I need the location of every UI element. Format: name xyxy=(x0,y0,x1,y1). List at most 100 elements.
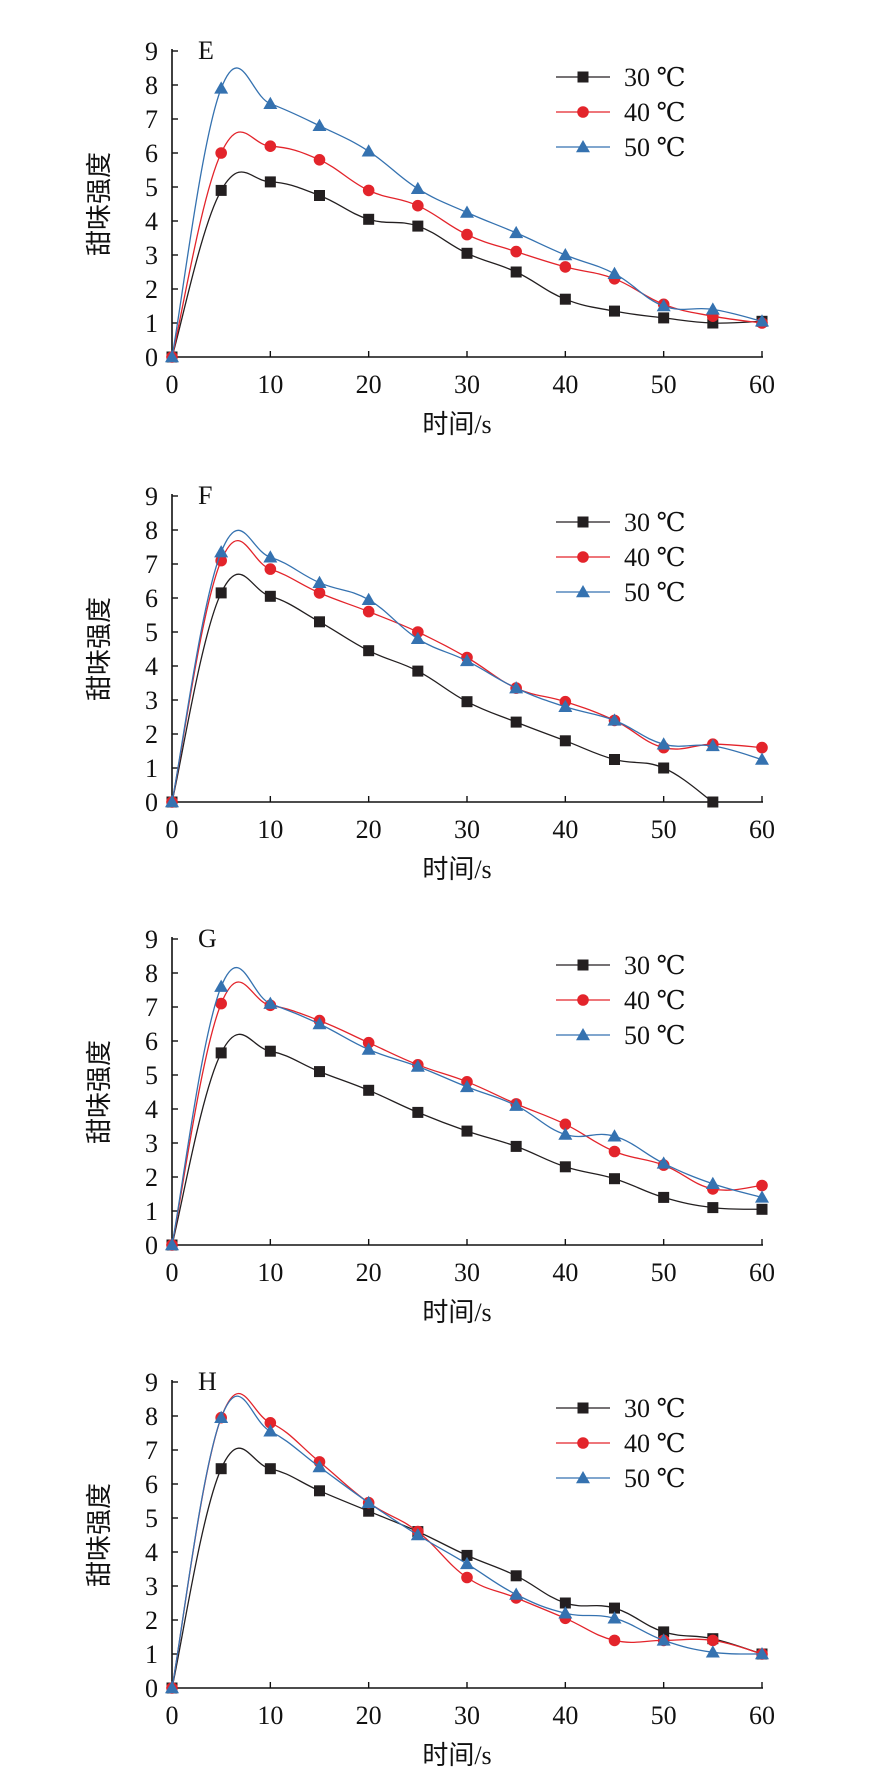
x-tick-label: 10 xyxy=(257,370,283,399)
data-point xyxy=(755,1190,769,1203)
data-point xyxy=(214,81,229,94)
series-3 xyxy=(165,967,769,1251)
legend-marker xyxy=(576,1028,590,1041)
data-point xyxy=(214,1410,229,1423)
data-point xyxy=(609,305,620,317)
data-point xyxy=(558,1606,573,1619)
data-point xyxy=(607,266,622,279)
data-point xyxy=(609,1602,620,1614)
data-point xyxy=(460,205,474,218)
x-tick-label: 0 xyxy=(166,815,179,844)
data-point xyxy=(558,1127,573,1140)
data-point xyxy=(461,1125,473,1137)
data-point xyxy=(756,1179,768,1192)
y-tick-label: 7 xyxy=(145,550,158,579)
data-point xyxy=(410,1528,425,1541)
x-tick-label: 40 xyxy=(552,1701,578,1730)
data-point xyxy=(264,1045,276,1057)
data-point xyxy=(312,118,327,132)
y-tick-label: 3 xyxy=(145,1129,158,1158)
data-point xyxy=(756,741,768,754)
x-tick-label: 40 xyxy=(552,815,578,844)
data-point xyxy=(707,796,719,808)
data-point xyxy=(559,1118,572,1131)
legend: 30 ℃ 40 ℃ 50 ℃ xyxy=(556,1394,686,1493)
data-point xyxy=(607,1129,622,1142)
x-tick-label: 30 xyxy=(454,370,480,399)
data-point xyxy=(215,997,227,1010)
legend: 30 ℃ 40 ℃ 50 ℃ xyxy=(556,951,686,1050)
data-point xyxy=(264,1463,276,1475)
data-point xyxy=(215,147,227,159)
data-point xyxy=(313,154,326,166)
y-tick-label: 2 xyxy=(145,1163,158,1192)
data-point xyxy=(510,1140,522,1152)
data-point xyxy=(608,1634,621,1647)
x-tick-label: 50 xyxy=(651,370,677,399)
y-tick-label: 9 xyxy=(145,925,158,954)
legend-marker xyxy=(577,106,589,118)
x-tick-label: 20 xyxy=(356,370,382,399)
data-point xyxy=(215,587,227,599)
legend-marker xyxy=(577,1402,589,1414)
legend-marker xyxy=(576,585,590,598)
data-point xyxy=(215,1463,227,1475)
data-point xyxy=(707,317,719,329)
x-axis-title: 时间/s xyxy=(422,1741,491,1770)
data-point xyxy=(460,1556,474,1570)
x-tick-label: 20 xyxy=(356,1701,382,1730)
x-tick-label: 10 xyxy=(257,815,283,844)
y-tick-label: 4 xyxy=(145,207,158,236)
series-1 xyxy=(166,573,719,808)
data-point xyxy=(705,1645,720,1658)
data-point xyxy=(607,1611,622,1624)
y-tick-label: 3 xyxy=(145,1572,158,1601)
y-tick-label: 1 xyxy=(145,754,158,783)
data-point xyxy=(362,605,375,618)
y-tick-label: 5 xyxy=(145,173,158,202)
data-point xyxy=(410,631,425,645)
data-point xyxy=(658,1626,670,1638)
series-line xyxy=(171,967,763,1246)
x-tick-label: 50 xyxy=(651,1701,677,1730)
data-point xyxy=(608,1145,621,1158)
legend-label: 30 ℃ xyxy=(624,508,686,537)
y-tick-label: 7 xyxy=(145,105,158,134)
data-point xyxy=(165,1681,179,1694)
data-point xyxy=(559,1597,571,1609)
y-tick-label: 6 xyxy=(145,1470,158,1499)
y-tick-label: 5 xyxy=(145,1061,158,1090)
data-point xyxy=(264,176,276,188)
legend-marker xyxy=(577,994,589,1006)
data-point xyxy=(559,293,571,305)
chart-panel-f: 0 1 2 3 4 5 6 7 8 9 0 10 20 30 40 50 60 时间/s 甜味强度 F 30 ℃ 40 ℃… xyxy=(85,481,775,884)
y-tick-label: 5 xyxy=(145,1504,158,1533)
y-tick-label: 8 xyxy=(145,959,158,988)
legend-label: 40 ℃ xyxy=(624,1429,686,1458)
legend: 30 ℃ 40 ℃ 50 ℃ xyxy=(556,63,686,162)
y-tick-label: 8 xyxy=(145,71,158,100)
data-point xyxy=(264,140,277,152)
data-point xyxy=(165,350,179,363)
y-tick-label: 9 xyxy=(145,1368,158,1397)
data-point xyxy=(558,699,573,713)
data-point xyxy=(165,1238,179,1251)
data-point xyxy=(656,737,671,750)
y-tick-label: 5 xyxy=(145,618,158,647)
legend-marker xyxy=(577,959,589,971)
y-tick-label: 0 xyxy=(145,788,158,817)
data-point xyxy=(314,1485,325,1497)
x-tick-label: 30 xyxy=(454,1701,480,1730)
data-point xyxy=(460,1079,474,1093)
panel-label: G xyxy=(198,924,217,953)
chart-panel-g: 0 1 2 3 4 5 6 7 8 9 0 10 20 30 40 50 60 时间/s 甜味强度 G 30 ℃ 40 ℃… xyxy=(85,924,775,1327)
data-point xyxy=(412,1106,424,1118)
data-point xyxy=(658,762,670,774)
data-point xyxy=(263,996,278,1009)
y-axis-title: 甜味强度 xyxy=(85,1483,114,1587)
y-tick-label: 4 xyxy=(145,1095,158,1124)
data-point xyxy=(215,184,227,196)
data-point xyxy=(314,190,325,201)
series-line xyxy=(171,529,763,803)
y-tick-label: 1 xyxy=(145,309,158,338)
